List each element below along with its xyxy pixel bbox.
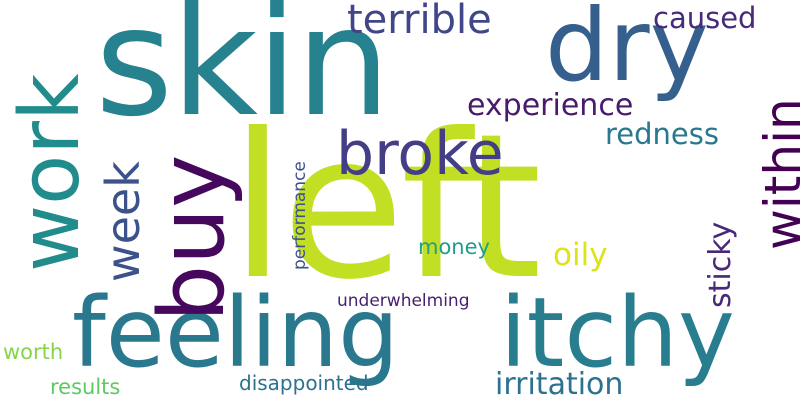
word-disappointed: disappointed [239,371,369,395]
word-irritation: irritation [495,367,624,400]
word-feeling: feeling [72,277,400,389]
word-left: left [230,91,542,324]
word-worth: worth [3,340,64,364]
word-work: work [3,73,98,272]
word-redness: redness [605,117,719,151]
word-money: money [418,235,490,259]
word-dry: dry [545,0,709,104]
word-itchy: itchy [500,277,735,389]
word-experience: experience [467,88,634,123]
word-buy: buy [140,154,245,322]
word-broke: broke [336,119,504,189]
word-oily: oily [553,237,608,273]
word-skin: skin [95,0,391,150]
word-underwhelming: underwhelming [337,291,470,311]
word-sticky: sticky [703,221,738,308]
word-performance: performance [290,161,310,270]
word-results: results [50,375,121,399]
word-within: within [754,98,800,250]
word-terrible: terrible [347,0,492,43]
word-week: week [96,161,150,282]
word-caused: caused [653,1,757,35]
